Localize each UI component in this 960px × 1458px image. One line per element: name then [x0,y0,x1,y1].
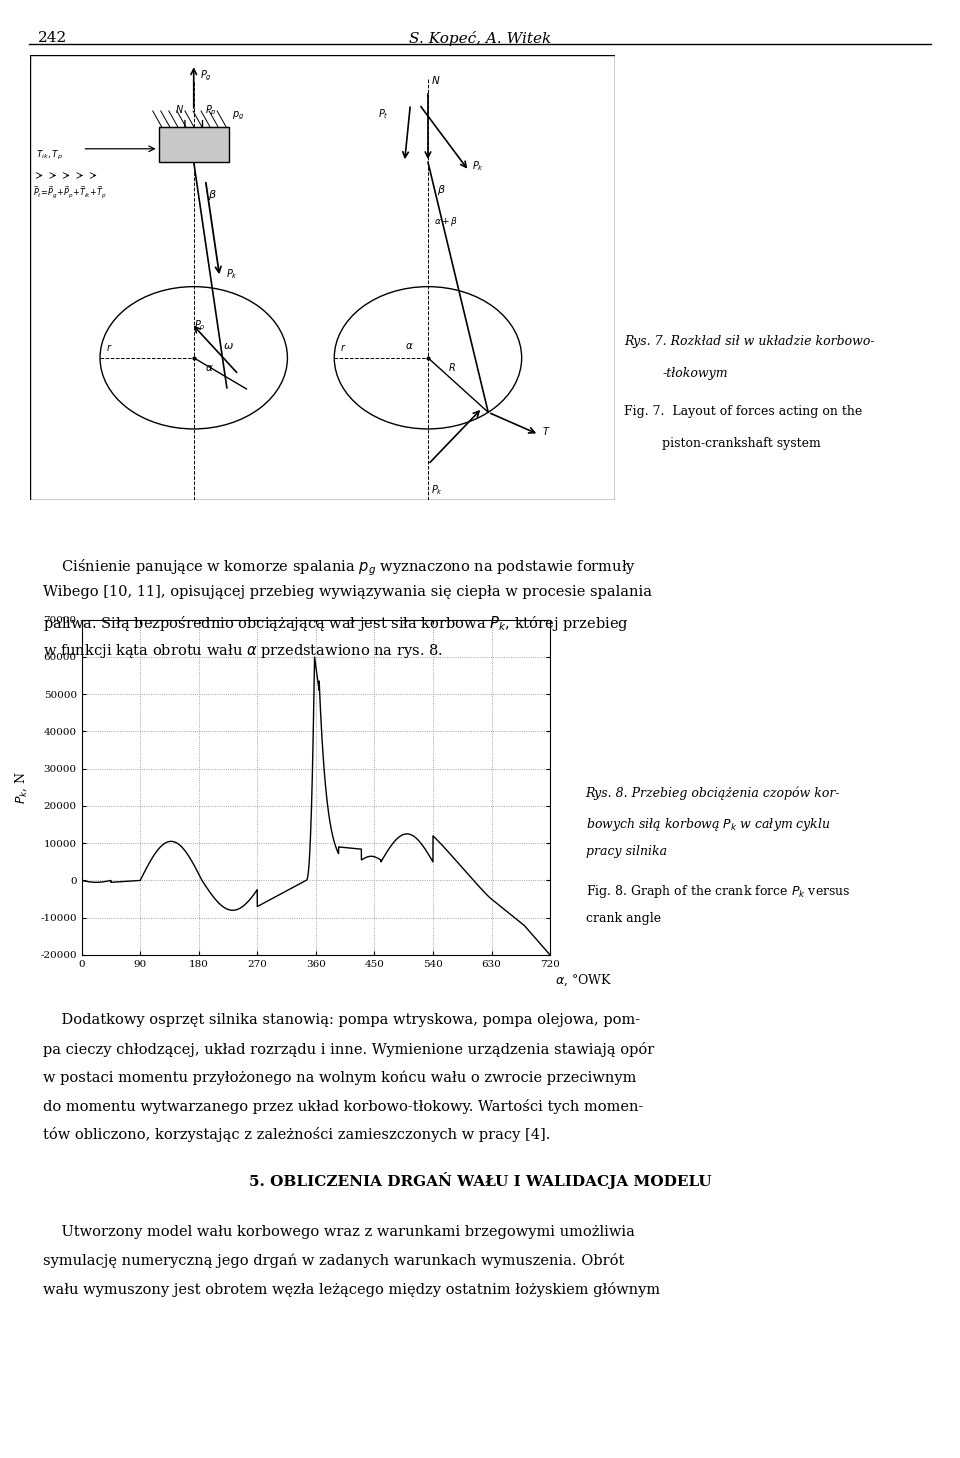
Text: $p_g$: $p_g$ [231,109,244,122]
Text: wału wymuszony jest obrotem węzła leżącego między ostatnim łożyskiem głównym: wału wymuszony jest obrotem węzła leżące… [43,1282,660,1296]
Text: $R$: $R$ [448,362,456,373]
Text: pracy silnika: pracy silnika [586,846,667,859]
Text: $\beta$: $\beta$ [208,188,217,201]
Text: crank angle: crank angle [586,913,660,926]
Text: $\omega$: $\omega$ [223,341,234,351]
Text: w funkcji kąta obrotu wału $\alpha$ przedstawiono na rys. 8.: w funkcji kąta obrotu wału $\alpha$ prze… [43,642,444,660]
Text: Rys. 7. Rozkład sił w układzie korbowo-: Rys. 7. Rozkład sił w układzie korbowo- [624,335,875,348]
Text: pa cieczy chłodzącej, układ rozrządu i inne. Wymienione urządzenia stawiają opór: pa cieczy chłodzącej, układ rozrządu i i… [43,1041,655,1057]
Bar [158,127,228,162]
Text: bowych siłą korbową $P_k$ w całym cyklu: bowych siłą korbową $P_k$ w całym cyklu [586,816,830,833]
Text: $P_p$: $P_p$ [205,104,217,118]
Text: $P_k$: $P_k$ [226,267,237,281]
Text: $N$: $N$ [175,104,184,115]
Text: $N$: $N$ [431,74,441,86]
Text: tów obliczono, korzystając z zależności zamieszczonych w pracy [4].: tów obliczono, korzystając z zależności … [43,1127,551,1142]
Text: 5. OBLICZENIA DRGAŃ WAŁU I WALIDACJA MODELU: 5. OBLICZENIA DRGAŃ WAŁU I WALIDACJA MOD… [249,1172,711,1190]
Text: w postaci momentu przyłożonego na wolnym końcu wału o zwrocie przeciwnym: w postaci momentu przyłożonego na wolnym… [43,1070,636,1085]
Text: $\alpha$: $\alpha$ [404,341,413,351]
Text: $P_g$: $P_g$ [200,69,211,83]
Text: $r$: $r$ [340,343,347,353]
Text: -tłokowym: -tłokowym [662,367,728,381]
Text: $P_k$: $P_k$ [431,484,443,497]
Text: $T$: $T$ [541,424,550,436]
Text: Rys. 8. Przebieg obciążenia czopów kor-: Rys. 8. Przebieg obciążenia czopów kor- [586,787,840,800]
Text: $r$: $r$ [106,343,112,353]
Text: $\alpha$, °OWK: $\alpha$, °OWK [555,972,612,989]
Text: Fig. 7.  Layout of forces acting on the: Fig. 7. Layout of forces acting on the [624,405,862,418]
Text: paliwa. Siłą bezpośrednio obciążającą wał jest siła korbowa $P_k$, której przebi: paliwa. Siłą bezpośrednio obciążającą wa… [43,614,629,633]
Text: piston-crankshaft system: piston-crankshaft system [662,437,821,451]
Text: Fig. 8. Graph of the crank force $P_k$ versus: Fig. 8. Graph of the crank force $P_k$ v… [586,884,851,900]
Text: $P_k$: $P_k$ [472,159,484,172]
Text: $\beta$: $\beta$ [437,184,445,197]
Text: $P_o$: $P_o$ [195,318,206,331]
Text: Ciśnienie panujące w komorze spalania $p_g$ wyznaczono na podstawie formuły: Ciśnienie panujące w komorze spalania $p… [43,557,636,577]
Text: $\alpha$: $\alpha$ [205,363,214,373]
Text: 242: 242 [38,31,67,45]
Text: Wibego [10, 11], opisującej przebieg wywiązywania się ciepła w procesie spalania: Wibego [10, 11], opisującej przebieg wyw… [43,585,652,599]
Text: do momentu wytwarzanego przez układ korbowo-tłokowy. Wartości tych momen-: do momentu wytwarzanego przez układ korb… [43,1099,643,1114]
Text: $T_{ik}, T_p$: $T_{ik}, T_p$ [36,149,62,162]
Text: S. Kopeć, A. Witek: S. Kopeć, A. Witek [409,31,551,45]
Text: Utworzony model wału korbowego wraz z warunkami brzegowymi umożliwia: Utworzony model wału korbowego wraz z wa… [43,1225,636,1239]
Text: $\vec{P}_t\!=\!\vec{P}_g\!+\!\vec{P}_p\!+\!\vec{T}_{ik}\!+\!\vec{T}_p$: $\vec{P}_t\!=\!\vec{P}_g\!+\!\vec{P}_p\!… [33,184,107,200]
Text: symulację numeryczną jego drgań w zadanych warunkach wymuszenia. Obrót: symulację numeryczną jego drgań w zadany… [43,1252,625,1268]
Text: $P_k$, N: $P_k$, N [13,771,29,803]
Text: $\alpha+\beta$: $\alpha+\beta$ [434,216,458,229]
Text: Dodatkowy osprzęt silnika stanowią: pompa wtryskowa, pompa olejowa, pom-: Dodatkowy osprzęt silnika stanowią: pomp… [43,1013,640,1028]
Text: $P_t$: $P_t$ [378,108,389,121]
